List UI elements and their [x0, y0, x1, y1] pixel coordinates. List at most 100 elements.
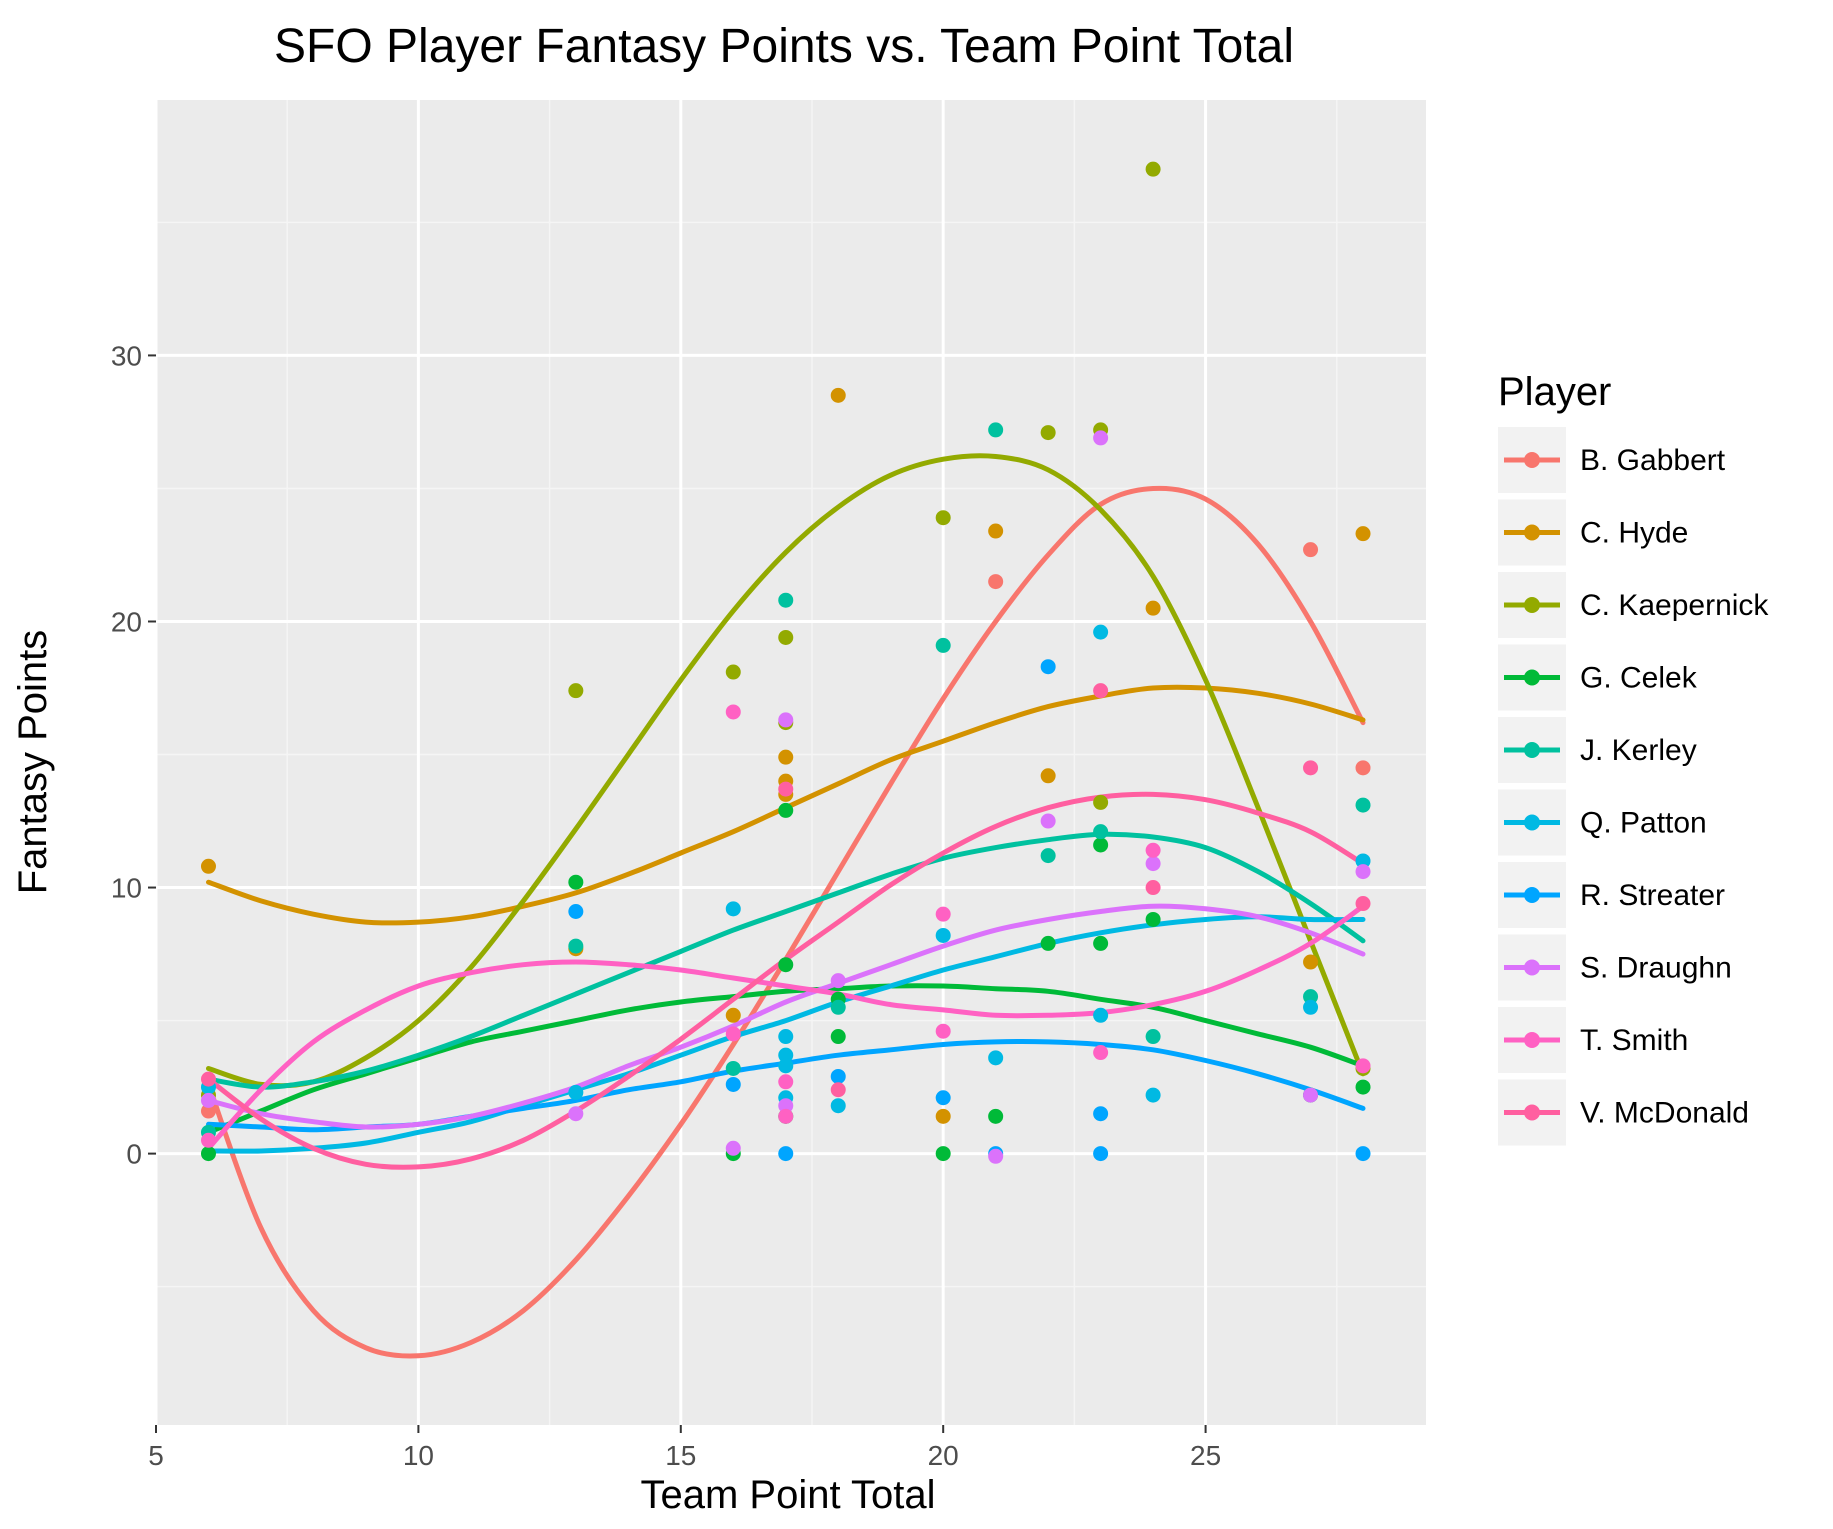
data-point-b-gabbert — [988, 574, 1003, 589]
data-point-c-hyde — [201, 859, 216, 874]
legend-item-s-draughn: S. Draughn — [1498, 935, 1732, 1001]
data-point-q-patton — [726, 901, 741, 916]
data-point-t-smith — [201, 1133, 216, 1148]
y-tick-label: 0 — [126, 1139, 142, 1170]
data-point-r-streater — [568, 904, 583, 919]
data-point-r-streater — [1093, 1146, 1108, 1161]
data-point-r-streater — [778, 1146, 793, 1161]
data-point-c-kaepernick — [726, 665, 741, 680]
data-point-g-celek — [1146, 912, 1161, 927]
legend-key-dot — [1524, 452, 1540, 468]
data-point-s-draughn — [201, 1093, 216, 1108]
legend-item-c-kaepernick: C. Kaepernick — [1498, 572, 1769, 638]
data-point-t-smith — [778, 1074, 793, 1089]
legend-key-dot — [1524, 742, 1540, 758]
data-point-g-celek — [568, 875, 583, 890]
y-tick-label: 20 — [111, 606, 142, 637]
data-point-j-kerley — [1041, 848, 1056, 863]
data-point-t-smith — [1356, 1058, 1371, 1073]
legend-item-g-celek: G. Celek — [1498, 645, 1698, 711]
data-point-v-mcdonald — [1093, 683, 1108, 698]
data-point-g-celek — [936, 1146, 951, 1161]
data-point-t-smith — [726, 1026, 741, 1041]
data-point-q-patton — [778, 1058, 793, 1073]
legend-title: Player — [1498, 370, 1611, 414]
data-point-c-hyde — [988, 524, 1003, 539]
data-point-j-kerley — [1356, 798, 1371, 813]
data-point-b-gabbert — [1356, 760, 1371, 775]
legend-item-b-gabbert: B. Gabbert — [1498, 427, 1726, 493]
data-point-r-streater — [1093, 1106, 1108, 1121]
data-point-q-patton — [1146, 1088, 1161, 1103]
x-tick-label: 25 — [1190, 1440, 1221, 1471]
legend-label: Q. Patton — [1580, 807, 1707, 840]
x-tick-label: 5 — [148, 1440, 164, 1471]
data-point-j-kerley — [1093, 824, 1108, 839]
data-point-q-patton — [1303, 1000, 1318, 1015]
data-point-g-celek — [778, 957, 793, 972]
x-tick-label: 15 — [665, 1440, 696, 1471]
data-point-s-draughn — [831, 973, 846, 988]
legend-item-c-hyde: C. Hyde — [1498, 500, 1688, 566]
data-point-c-hyde — [1303, 955, 1318, 970]
data-point-t-smith — [778, 1109, 793, 1124]
data-point-j-kerley — [936, 638, 951, 653]
data-point-s-draughn — [1303, 1088, 1318, 1103]
legend-key-dot — [1524, 1032, 1540, 1048]
legend-item-j-kerley: J. Kerley — [1498, 717, 1697, 783]
chart-title: SFO Player Fantasy Points vs. Team Point… — [274, 20, 1294, 73]
data-point-s-draughn — [1041, 814, 1056, 829]
legend-key-dot — [1524, 525, 1540, 541]
data-point-q-patton — [778, 1029, 793, 1044]
data-point-r-streater — [936, 1090, 951, 1105]
data-point-v-mcdonald — [1303, 760, 1318, 775]
data-point-g-celek — [1041, 936, 1056, 951]
data-point-t-smith — [726, 704, 741, 719]
data-point-c-hyde — [1356, 526, 1371, 541]
data-point-s-draughn — [1093, 430, 1108, 445]
data-point-r-streater — [726, 1077, 741, 1092]
data-point-c-hyde — [726, 1008, 741, 1023]
data-point-q-patton — [1093, 625, 1108, 640]
legend: Player B. Gabbert C. Hyde C. Kaepernick G. … — [1498, 370, 1769, 1146]
legend-label: R. Streater — [1580, 879, 1725, 912]
legend-key-dot — [1524, 960, 1540, 976]
data-point-c-hyde — [1146, 601, 1161, 616]
data-point-s-draughn — [778, 712, 793, 727]
data-point-c-kaepernick — [1093, 795, 1108, 810]
data-point-t-smith — [1146, 843, 1161, 858]
legend-key-dot — [1524, 670, 1540, 686]
legend-item-q-patton: Q. Patton — [1498, 790, 1707, 856]
data-point-v-mcdonald — [1146, 880, 1161, 895]
legend-label: V. McDonald — [1580, 1097, 1749, 1130]
x-tick-label: 20 — [928, 1440, 959, 1471]
data-point-c-hyde — [831, 388, 846, 403]
legend-label: B. Gabbert — [1580, 444, 1726, 477]
legend-key-dot — [1524, 887, 1540, 903]
data-point-s-draughn — [1146, 856, 1161, 871]
data-point-j-kerley — [831, 1000, 846, 1015]
y-axis-title: Fantasy Points — [11, 630, 55, 895]
data-point-r-streater — [1041, 659, 1056, 674]
data-point-j-kerley — [988, 422, 1003, 437]
legend-items: B. Gabbert C. Hyde C. Kaepernick G. Celek J.… — [1498, 427, 1769, 1146]
x-axis-title: Team Point Total — [641, 1473, 936, 1517]
data-point-g-celek — [1093, 837, 1108, 852]
data-point-g-celek — [1093, 936, 1108, 951]
data-point-c-kaepernick — [778, 630, 793, 645]
data-point-s-draughn — [726, 1141, 741, 1156]
data-point-v-mcdonald — [778, 782, 793, 797]
legend-label: T. Smith — [1580, 1024, 1688, 1057]
legend-item-v-mcdonald: V. McDonald — [1498, 1080, 1749, 1146]
data-point-g-celek — [778, 803, 793, 818]
data-point-q-patton — [568, 1085, 583, 1100]
data-point-q-patton — [936, 928, 951, 943]
data-point-v-mcdonald — [831, 1082, 846, 1097]
legend-key-dot — [1524, 1105, 1540, 1121]
data-point-g-celek — [988, 1109, 1003, 1124]
legend-key-dot — [1524, 815, 1540, 831]
data-point-c-hyde — [936, 1109, 951, 1124]
data-point-v-mcdonald — [201, 1072, 216, 1087]
legend-label: G. Celek — [1580, 662, 1698, 695]
